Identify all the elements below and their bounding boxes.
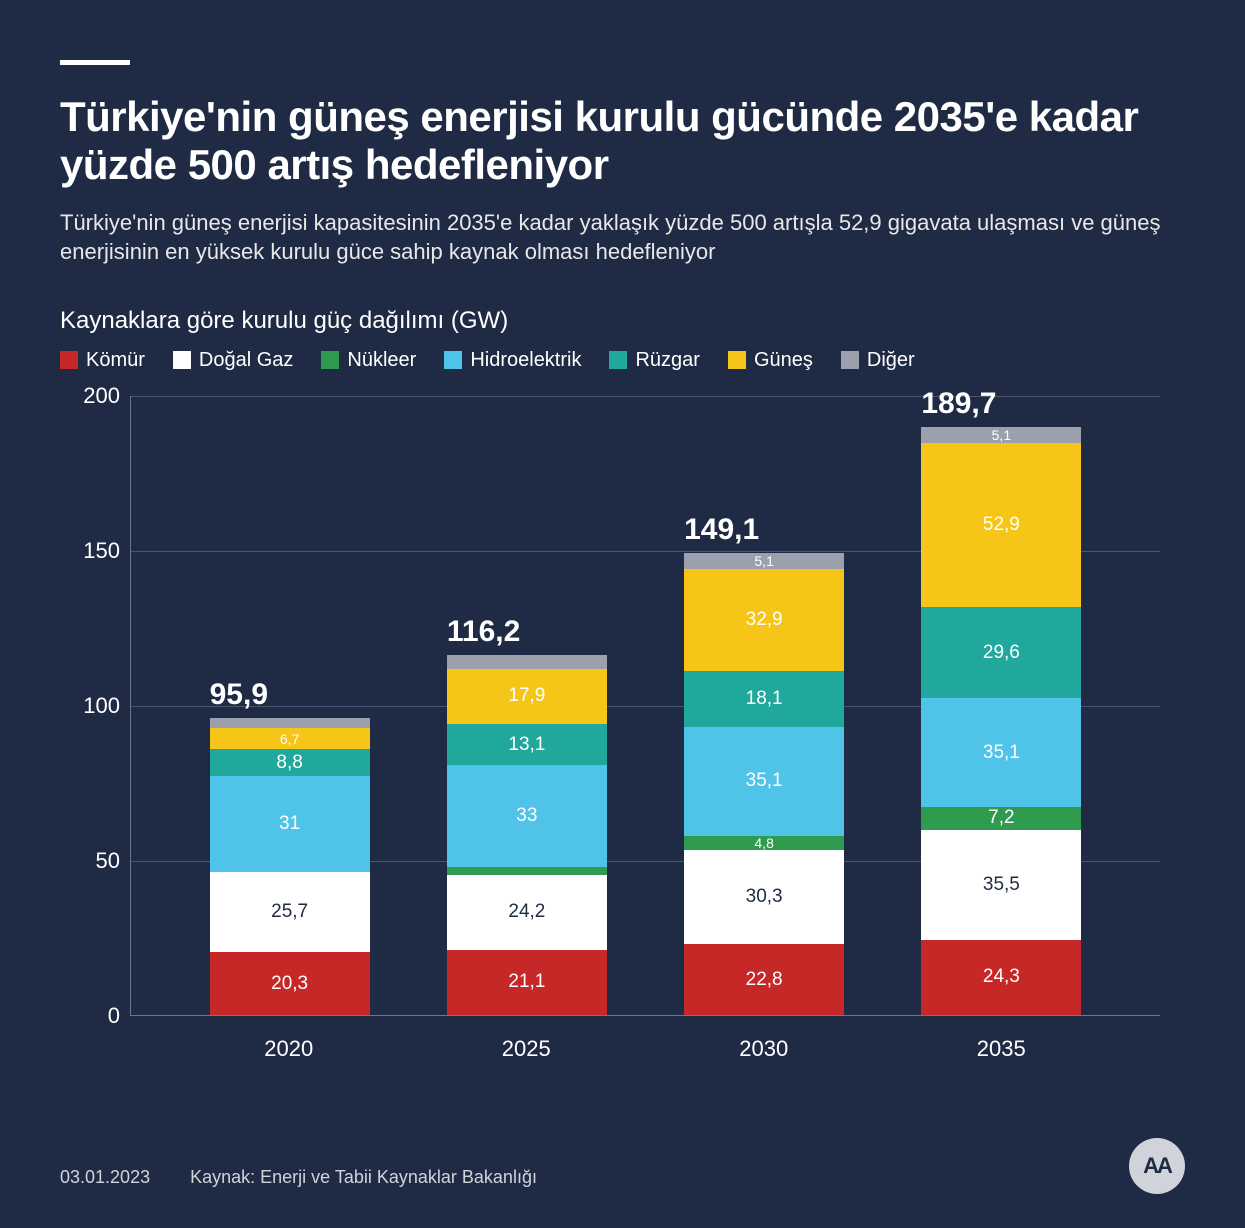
legend-swatch xyxy=(728,351,746,369)
y-tick: 150 xyxy=(60,538,120,564)
bar-total-label: 116,2 xyxy=(447,615,520,649)
x-label: 2035 xyxy=(921,1036,1081,1062)
legend-swatch xyxy=(173,351,191,369)
bar-segment-diger xyxy=(210,718,370,729)
bar-segment-gunes: 52,9 xyxy=(921,443,1081,607)
accent-bar xyxy=(60,60,130,65)
bar-segment-diger: 5,1 xyxy=(921,427,1081,443)
y-tick: 0 xyxy=(60,1003,120,1029)
bar-segment-hidro: 33 xyxy=(447,765,607,867)
bar-segment-nukleer xyxy=(447,867,607,874)
legend-swatch xyxy=(841,351,859,369)
legend-item: Güneş xyxy=(728,349,813,372)
footer-date: 03.01.2023 xyxy=(60,1167,150,1188)
bar-segment-dogal: 24,2 xyxy=(447,875,607,950)
bar-segment-nukleer: 7,2 xyxy=(921,807,1081,829)
bar-segment-hidro: 31 xyxy=(210,776,370,872)
page-subtitle: Türkiye'nin güneş enerjisi kapasitesinin… xyxy=(60,208,1185,267)
x-axis-labels: 2020 2025 2030 2035 xyxy=(130,1036,1160,1062)
legend-swatch xyxy=(60,351,78,369)
bar-stack: 24,335,57,235,129,652,95,1 xyxy=(921,427,1081,1015)
bar-segment-gunes: 32,9 xyxy=(684,569,844,671)
bar-stack: 22,830,34,835,118,132,95,1 xyxy=(684,553,844,1015)
legend-item: Diğer xyxy=(841,349,915,372)
bar-group: 149,122,830,34,835,118,132,95,1 xyxy=(684,553,844,1015)
legend-item: Doğal Gaz xyxy=(173,349,294,372)
chart-area: 050100150200 95,920,325,7318,86,7116,221… xyxy=(60,396,1160,1096)
bar-segment-hidro: 35,1 xyxy=(921,698,1081,807)
x-label: 2025 xyxy=(446,1036,606,1062)
bar-stack: 20,325,7318,86,7 xyxy=(210,718,370,1015)
footer-source: Kaynak: Enerji ve Tabii Kaynaklar Bakanl… xyxy=(190,1167,537,1188)
legend-label: Hidroelektrik xyxy=(470,349,581,372)
bar-segment-dogal: 35,5 xyxy=(921,830,1081,940)
bar-segment-komur: 22,8 xyxy=(684,944,844,1015)
bar-segment-hidro: 35,1 xyxy=(684,727,844,836)
bar-group: 189,724,335,57,235,129,652,95,1 xyxy=(921,427,1081,1015)
legend-swatch xyxy=(444,351,462,369)
bar-segment-diger xyxy=(447,655,607,669)
legend-label: Rüzgar xyxy=(635,349,699,372)
bar-total-label: 149,1 xyxy=(684,513,759,547)
bar-segment-komur: 21,1 xyxy=(447,950,607,1015)
legend-item: Hidroelektrik xyxy=(444,349,581,372)
legend-label: Güneş xyxy=(754,349,813,372)
legend-label: Doğal Gaz xyxy=(199,349,294,372)
chart-title: Kaynaklara göre kurulu güç dağılımı (GW) xyxy=(60,307,1185,335)
y-tick: 100 xyxy=(60,693,120,719)
legend-label: Nükleer xyxy=(347,349,416,372)
x-label: 2030 xyxy=(684,1036,844,1062)
bar-total-label: 189,7 xyxy=(921,387,996,421)
bar-segment-ruzgar: 18,1 xyxy=(684,671,844,727)
legend-label: Diğer xyxy=(867,349,915,372)
bar-segment-gunes: 17,9 xyxy=(447,669,607,724)
chart-legend: Kömür Doğal Gaz Nükleer Hidroelektrik Rüzgar… xyxy=(60,349,1185,372)
legend-item: Kömür xyxy=(60,349,145,372)
footer: 03.01.2023 Kaynak: Enerji ve Tabii Kayna… xyxy=(60,1167,1185,1188)
legend-label: Kömür xyxy=(86,349,145,372)
bar-segment-diger: 5,1 xyxy=(684,553,844,569)
bar-stack: 21,124,2 3313,117,9 xyxy=(447,655,607,1015)
legend-item: Nükleer xyxy=(321,349,416,372)
bar-group: 116,221,124,23313,117,9 xyxy=(447,655,607,1015)
legend-swatch xyxy=(609,351,627,369)
brand-logo-text: AA xyxy=(1143,1153,1171,1179)
bar-segment-dogal: 30,3 xyxy=(684,850,844,944)
bar-segment-dogal: 25,7 xyxy=(210,872,370,952)
x-label: 2020 xyxy=(209,1036,369,1062)
brand-logo: AA xyxy=(1129,1138,1185,1194)
legend-swatch xyxy=(321,351,339,369)
chart-plot: 95,920,325,7318,86,7116,221,124,23313,11… xyxy=(130,396,1160,1016)
legend-item: Rüzgar xyxy=(609,349,699,372)
bar-segment-ruzgar: 29,6 xyxy=(921,607,1081,699)
bar-segment-gunes: 6,7 xyxy=(210,728,370,749)
bar-segment-ruzgar: 8,8 xyxy=(210,749,370,776)
bar-total-label: 95,9 xyxy=(210,678,268,712)
bar-segment-nukleer: 4,8 xyxy=(684,836,844,851)
y-axis: 050100150200 xyxy=(60,396,120,1016)
bar-segment-ruzgar: 13,1 xyxy=(447,724,607,765)
bar-segment-komur: 24,3 xyxy=(921,940,1081,1015)
y-tick: 200 xyxy=(60,383,120,409)
bar-segment-komur: 20,3 xyxy=(210,952,370,1015)
bar-group: 95,920,325,7318,86,7 xyxy=(210,718,370,1015)
page-title: Türkiye'nin güneş enerjisi kurulu gücünd… xyxy=(60,93,1185,190)
y-tick: 50 xyxy=(60,848,120,874)
